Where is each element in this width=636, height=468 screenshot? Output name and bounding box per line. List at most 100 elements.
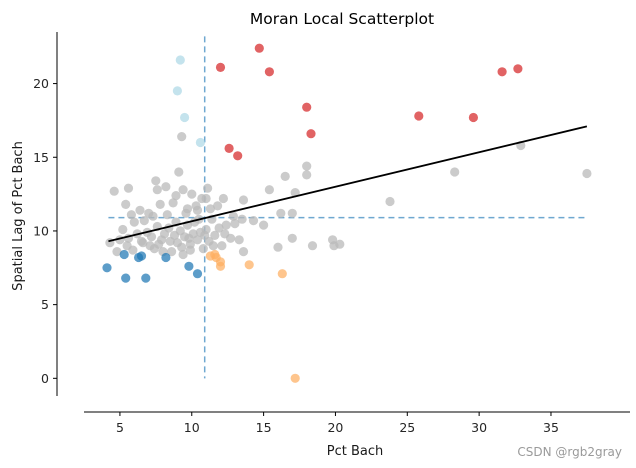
data-point [102, 263, 112, 273]
y-tick-label: 0 [41, 371, 49, 386]
data-point [513, 64, 523, 74]
data-point [302, 170, 312, 180]
chart-title: Moran Local Scatterplot [250, 10, 434, 28]
data-point [468, 112, 478, 123]
series-ns [105, 132, 592, 260]
fit-line [108, 125, 588, 243]
data-point [198, 244, 208, 254]
series-hh [215, 43, 523, 161]
data-point [220, 229, 230, 239]
data-point [174, 167, 184, 177]
data-point [234, 235, 244, 245]
data-point [151, 176, 161, 186]
data-point [385, 196, 395, 207]
data-point [218, 193, 228, 204]
data-point [121, 199, 131, 209]
x-axis-label: Pct Bach [327, 444, 384, 459]
data-point [177, 132, 187, 142]
data-point [192, 269, 203, 279]
data-point [210, 230, 220, 240]
data-point [154, 239, 164, 249]
data-point [167, 247, 177, 257]
data-point [287, 233, 297, 243]
data-point [224, 143, 234, 153]
axes: 5 10 15 20 25 30 35 0 5 10 15 20 [33, 32, 630, 435]
data-point [139, 216, 149, 226]
data-point [230, 219, 240, 229]
data-point [138, 238, 148, 248]
data-point [146, 232, 157, 242]
data-point [171, 191, 181, 201]
data-point [335, 239, 345, 249]
y-axis-label: Spatial Lag of Pct Bach [11, 141, 26, 291]
data-point [119, 249, 129, 260]
y-tick-label: 10 [33, 223, 49, 238]
data-point [192, 205, 203, 215]
data-point [181, 208, 191, 218]
data-point [118, 224, 128, 235]
data-point [233, 151, 243, 161]
data-point [264, 67, 274, 77]
y-tick-label: 15 [33, 150, 49, 165]
data-point [276, 208, 286, 218]
data-point [248, 216, 259, 226]
data-point [168, 198, 178, 208]
x-tick-label: 20 [327, 420, 343, 435]
series-hl [205, 249, 300, 383]
data-point [123, 183, 134, 193]
data-point [136, 251, 147, 261]
data-point [112, 247, 122, 257]
data-point [254, 43, 264, 53]
data-point [211, 252, 221, 263]
data-point [302, 102, 312, 112]
data-point [205, 204, 215, 214]
data-point [195, 137, 205, 148]
data-point [203, 183, 213, 193]
data-point [161, 182, 171, 192]
data-point [497, 67, 507, 77]
data-point [175, 55, 185, 65]
data-point [215, 62, 226, 72]
data-point [162, 210, 172, 220]
data-point [273, 242, 283, 252]
watermark: CSDN @rgb2gray [517, 445, 622, 459]
data-point [178, 249, 188, 260]
data-point [280, 171, 290, 181]
data-point [414, 111, 424, 121]
data-point [264, 185, 274, 195]
data-point [290, 188, 300, 198]
data-point [214, 223, 224, 233]
data-point [192, 235, 203, 245]
data-point [306, 129, 316, 139]
data-point [178, 185, 188, 195]
data-point [238, 247, 249, 257]
data-point [213, 201, 223, 211]
data-point [208, 241, 218, 251]
data-point [165, 236, 175, 246]
data-point [121, 273, 131, 283]
data-point [155, 199, 165, 209]
data-point [148, 211, 158, 221]
data-point [221, 220, 231, 230]
data-point [217, 241, 227, 251]
data-point [259, 220, 269, 230]
data-point [122, 241, 132, 251]
data-point [215, 261, 226, 271]
data-point [582, 168, 592, 179]
data-point [180, 112, 190, 123]
y-tick-label: 5 [41, 297, 49, 312]
series-lh [172, 55, 205, 148]
data-point [197, 193, 207, 204]
data-point [228, 211, 238, 221]
data-point [184, 261, 194, 271]
data-point [135, 205, 145, 215]
y-tick-label: 20 [33, 76, 49, 91]
data-point [109, 186, 119, 196]
data-point [237, 214, 247, 224]
data-point [244, 260, 254, 270]
data-point [126, 210, 136, 220]
x-tick-label: 15 [256, 420, 272, 435]
x-tick-label: 10 [184, 420, 200, 435]
data-point [185, 245, 195, 255]
